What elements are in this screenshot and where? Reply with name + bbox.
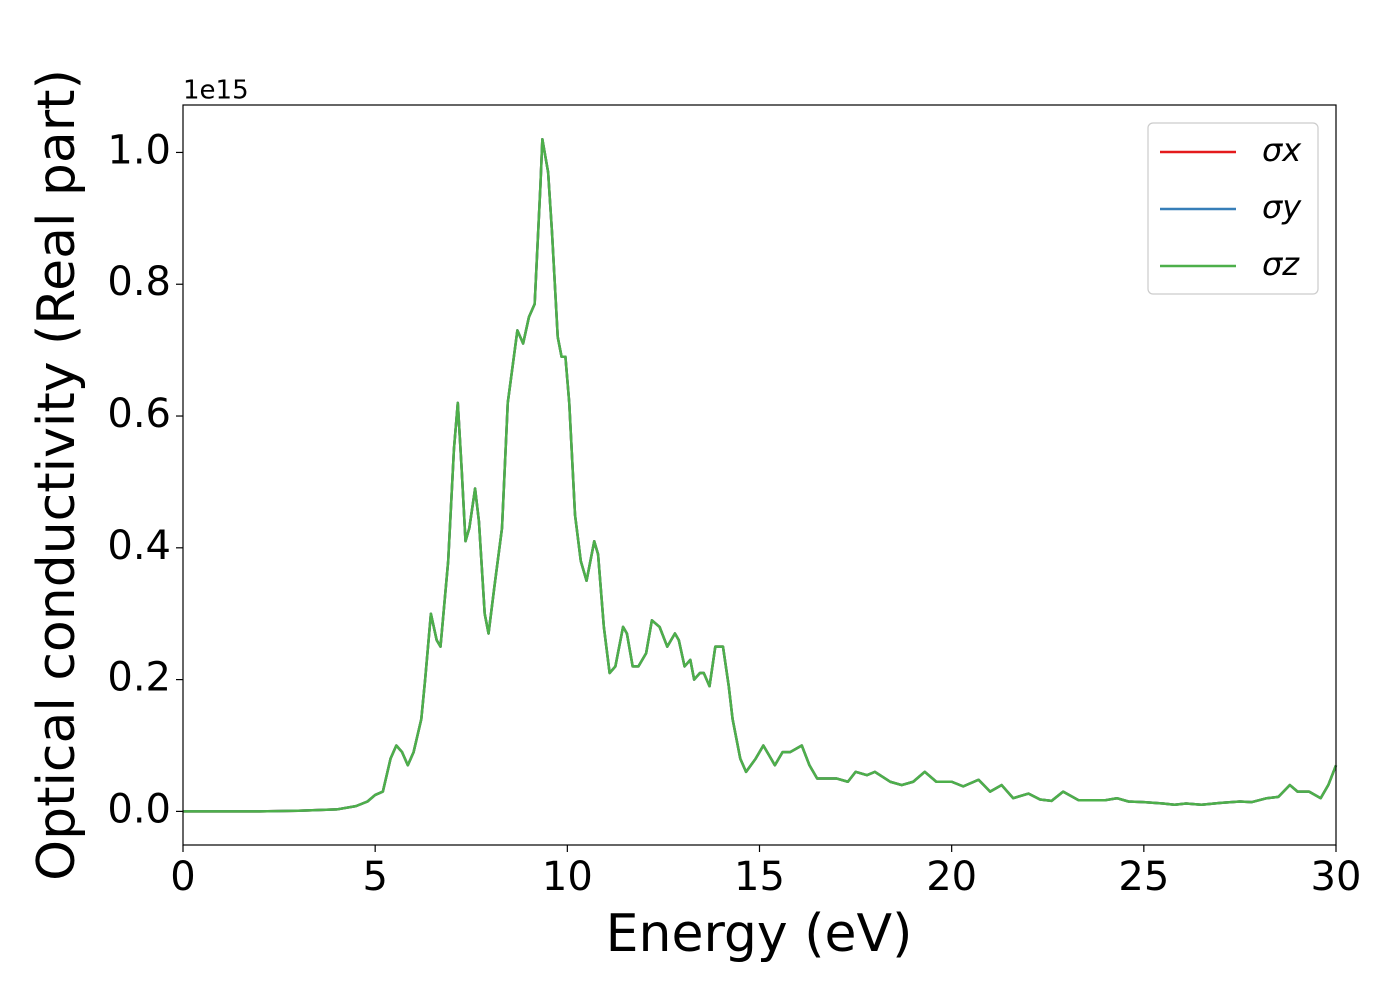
legend-label: σz xyxy=(1262,245,1300,283)
x-tick-label: 20 xyxy=(926,854,977,900)
x-axis-label: Energy (eV) xyxy=(606,904,913,964)
x-tick-label: 10 xyxy=(542,854,593,900)
x-tick-label: 25 xyxy=(1118,854,1169,900)
offset-label: 1e15 xyxy=(183,76,249,106)
y-tick-label: 0.0 xyxy=(107,786,171,832)
y-tick-label: 0.2 xyxy=(107,655,171,701)
y-tick-label: 1.0 xyxy=(107,127,171,173)
x-tick-label: 5 xyxy=(362,854,387,900)
plot-frame xyxy=(182,104,1337,846)
series-line xyxy=(183,138,1338,813)
y-axis-label: Optical conductivity (Real part) xyxy=(27,69,87,881)
x-tick-label: 15 xyxy=(734,854,785,900)
y-tick-label: 0.4 xyxy=(107,523,171,569)
legend-label: σy xyxy=(1262,188,1302,226)
x-tick-label: 30 xyxy=(1311,854,1362,900)
x-tick-label: 0 xyxy=(170,854,195,900)
y-tick-label: 0.8 xyxy=(107,259,171,305)
y-tick-label: 0.6 xyxy=(107,391,171,437)
legend-label: σx xyxy=(1262,131,1302,169)
